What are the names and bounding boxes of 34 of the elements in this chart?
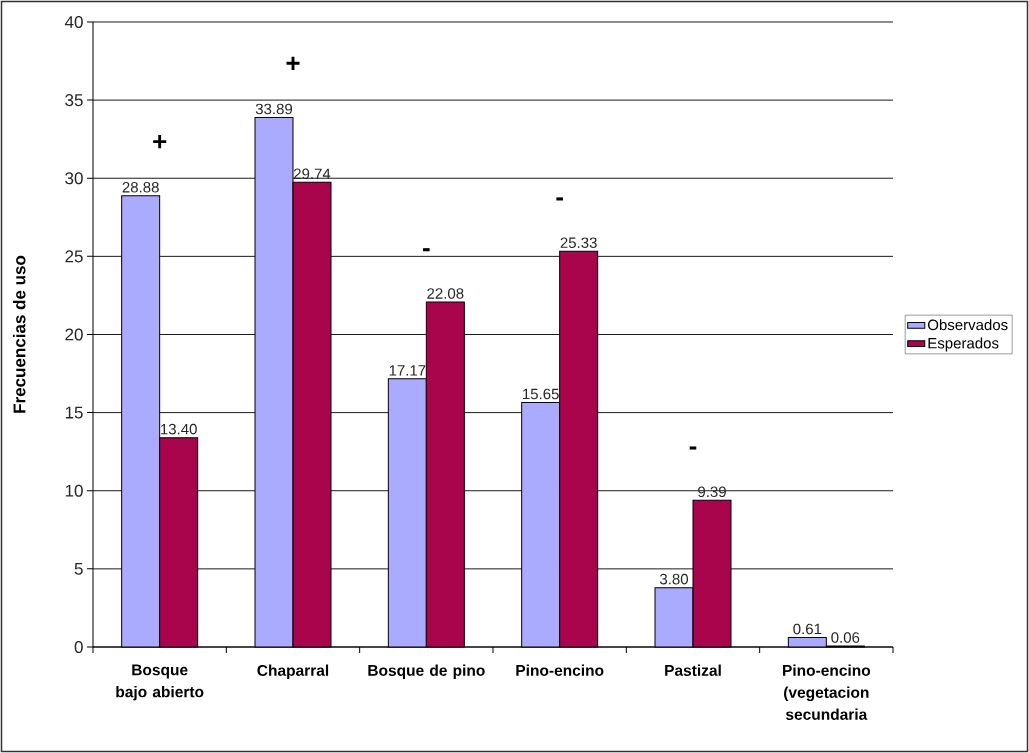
data-label: 29.74 xyxy=(293,168,331,180)
data-label: 22.08 xyxy=(427,288,464,299)
annotation: + xyxy=(286,56,300,70)
annotation: - xyxy=(689,446,697,450)
y-tick-label: 10 xyxy=(65,484,83,497)
y-tick-label: 25 xyxy=(65,250,83,263)
y-tick-label: 30 xyxy=(65,172,83,185)
x-tick-label: Chaparral xyxy=(257,664,329,679)
y-tick-label: 35 xyxy=(65,94,83,107)
y-tick-label: 15 xyxy=(65,406,83,419)
y-tick-label: 0 xyxy=(74,640,83,654)
data-label: 0.61 xyxy=(793,623,822,635)
data-label: 13.40 xyxy=(161,423,197,435)
annotation: + xyxy=(153,134,167,149)
y-tick-label: 5 xyxy=(74,562,83,575)
x-tick-label: Pastizal xyxy=(665,664,721,676)
x-tick-label: Bosque de pino xyxy=(368,664,485,679)
data-label: 25.33 xyxy=(560,237,597,249)
y-axis-title: Frecuencias de uso xyxy=(12,255,26,413)
legend-label: Esperados xyxy=(928,337,999,352)
annotation: - xyxy=(556,197,563,201)
legend-label: Observados xyxy=(927,319,1008,331)
data-label: 3.80 xyxy=(659,573,688,585)
data-label: 15.65 xyxy=(523,388,559,400)
annotation: - xyxy=(423,248,430,252)
x-tick-label: Pino-encino (vegetacion secundaria xyxy=(783,664,871,720)
x-tick-label: Pino-encino xyxy=(516,664,604,676)
x-tick-label: Bosque bajo abierto xyxy=(116,664,204,701)
data-label: 33.89 xyxy=(255,103,293,115)
data-label: 28.88 xyxy=(122,181,159,193)
y-tick-label: 40 xyxy=(64,15,83,29)
data-label: 0.06 xyxy=(831,632,860,643)
y-tick-label: 20 xyxy=(65,328,83,341)
data-label: 17.17 xyxy=(389,365,426,376)
